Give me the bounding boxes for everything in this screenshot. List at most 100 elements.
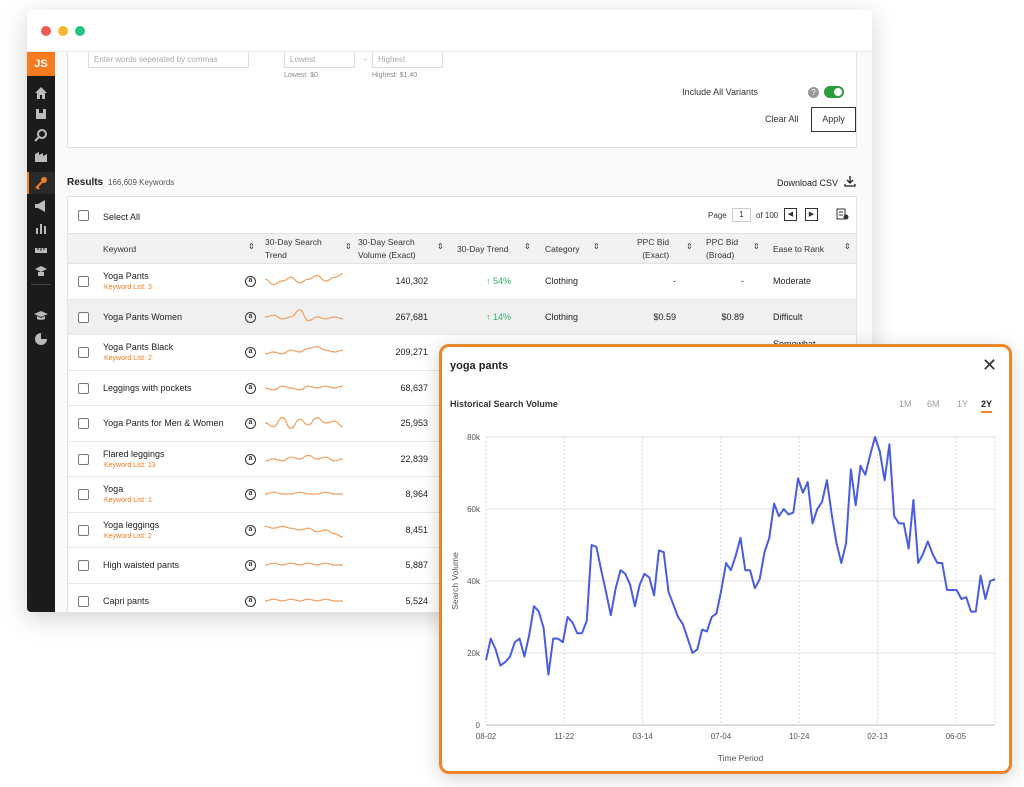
column-settings-icon[interactable] — [836, 208, 849, 221]
col-search-volume-l2: Volume (Exact) — [358, 250, 416, 260]
keyword-history-popup: yoga pants ✕ Historical Search Volume 1M… — [439, 344, 1012, 774]
col-search-trend-l2: Trend — [265, 250, 287, 260]
sort-icon[interactable]: ⇕ — [437, 242, 444, 251]
col-category[interactable]: Category — [545, 244, 580, 254]
keyword-text[interactable]: Yoga Pants for Men & Women — [103, 418, 224, 428]
js-logo[interactable]: JS — [27, 52, 55, 76]
close-icon[interactable]: ✕ — [982, 355, 998, 375]
row-checkbox[interactable] — [78, 595, 89, 607]
sort-icon[interactable]: ⇕ — [593, 242, 600, 251]
bar-chart-icon[interactable] — [33, 220, 49, 236]
sort-icon[interactable]: ⇕ — [753, 242, 760, 251]
amazon-icon[interactable]: a — [245, 276, 256, 287]
academy-icon[interactable] — [33, 263, 49, 279]
amazon-icon[interactable]: a — [245, 418, 256, 429]
col-search-trend[interactable]: 30-Day Search Trend — [265, 236, 322, 262]
select-all-label: Select All — [103, 212, 141, 222]
amazon-icon[interactable]: a — [245, 560, 256, 571]
next-page-button[interactable]: ▶ — [805, 208, 818, 221]
ppc-lowest-input[interactable]: Lowest — [284, 51, 355, 68]
ppc-highest-input[interactable]: Highest — [372, 51, 443, 68]
col-30day-trend[interactable]: 30-Day Trend — [457, 244, 509, 254]
select-all-checkbox[interactable] — [78, 210, 89, 221]
sort-icon[interactable]: ⇕ — [248, 242, 255, 251]
keyword-text[interactable]: Leggings with pockets — [103, 382, 192, 393]
keyword-text[interactable]: Flared leggings — [103, 448, 165, 459]
window-titlebar — [27, 10, 872, 52]
row-checkbox[interactable] — [78, 311, 89, 323]
keyword-text[interactable]: High waisted pants — [103, 560, 180, 570]
amazon-icon[interactable]: a — [245, 595, 256, 607]
col-search-trend-l1: 30-Day Search — [265, 237, 322, 247]
keywords-include-input[interactable]: Enter words seperated by commas — [88, 51, 249, 68]
row-checkbox[interactable] — [78, 453, 89, 465]
row-checkbox[interactable] — [78, 524, 89, 536]
col-keyword[interactable]: Keyword — [103, 244, 137, 254]
megaphone-icon[interactable] — [33, 198, 49, 214]
supplier-icon[interactable] — [33, 148, 49, 164]
page-total-label: of 100 — [756, 211, 779, 220]
keyword-text[interactable]: Capri pants — [103, 595, 150, 606]
amazon-icon[interactable]: a — [245, 453, 256, 465]
keyword-text[interactable]: Yoga Pants Black — [103, 342, 174, 352]
close-window-button[interactable] — [41, 26, 51, 36]
sort-icon[interactable]: ⇕ — [686, 242, 693, 251]
amazon-icon[interactable]: a — [245, 524, 256, 536]
row-checkbox[interactable] — [78, 276, 89, 287]
row-checkbox[interactable] — [78, 560, 89, 571]
search-icon[interactable] — [33, 127, 49, 143]
range-1m-button[interactable]: 1M — [899, 399, 912, 409]
amazon-icon[interactable]: a — [245, 347, 256, 358]
range-1y-button[interactable]: 1Y — [957, 399, 969, 409]
keyword-text[interactable]: Yoga leggings — [103, 519, 160, 530]
amazon-icon[interactable]: a — [245, 311, 256, 323]
table-row[interactable]: Yoga Pants Keyword List: 3 a 140,302 ↑ 54% Cl… — [68, 264, 856, 300]
keyword-list-label[interactable]: Keyword List: 1 — [104, 497, 152, 504]
sort-icon[interactable]: ⇕ — [844, 242, 851, 251]
amazon-icon[interactable]: a — [245, 489, 256, 500]
range-6m-button[interactable]: 6M — [927, 399, 940, 409]
keyword-text[interactable]: Yoga Pants — [103, 271, 149, 281]
maximize-window-button[interactable] — [75, 26, 85, 36]
minimize-window-button[interactable] — [58, 26, 68, 36]
col-ppc-exact-l2: (Exact) — [642, 250, 670, 260]
keyword-list-label[interactable]: Keyword List: 2 — [104, 532, 152, 540]
keyword-list-label[interactable]: Keyword List: 3 — [104, 284, 152, 291]
y-tick-label: 60k — [467, 505, 481, 514]
prev-page-button[interactable]: ◀ — [784, 208, 797, 221]
row-checkbox[interactable] — [78, 418, 89, 429]
apply-button[interactable]: Apply — [811, 107, 856, 132]
key-icon[interactable] — [33, 175, 49, 191]
pie-chart-icon[interactable] — [33, 331, 49, 347]
amazon-icon[interactable]: a — [245, 382, 256, 394]
ruler-icon[interactable] — [33, 242, 49, 258]
graduation-cap-icon[interactable] — [33, 307, 49, 323]
row-checkbox[interactable] — [78, 489, 89, 500]
range-2y-button[interactable]: 2Y — [981, 399, 993, 413]
row-checkbox[interactable] — [78, 382, 89, 394]
page-label: Page — [708, 211, 727, 220]
sort-icon[interactable]: ⇕ — [345, 242, 352, 251]
clear-all-button[interactable]: Clear All — [765, 114, 799, 124]
sort-icon[interactable]: ⇕ — [524, 242, 531, 251]
col-ease-to-rank[interactable]: Ease to Rank — [773, 244, 825, 254]
table-row[interactable]: Yoga Pants Women a 267,681 ↑ 14% Clothing $0.… — [68, 299, 856, 335]
col-ppc-broad[interactable]: PPC Bid (Broad) — [706, 236, 738, 262]
product-database-icon[interactable] — [33, 106, 49, 122]
download-csv-button[interactable]: Download CSV — [777, 178, 839, 188]
y-tick-label: 40k — [467, 577, 481, 586]
row-checkbox[interactable] — [78, 347, 89, 358]
help-icon[interactable]: ? — [808, 87, 819, 98]
keyword-list-label[interactable]: Keyword List: 13 — [104, 461, 156, 469]
col-search-volume[interactable]: 30-Day Search Volume (Exact) — [358, 236, 416, 262]
table-row[interactable]: Capri pants a 5,524 — [68, 584, 856, 613]
chart-title: Historical Search Volume — [450, 399, 558, 409]
keyword-text[interactable]: Yoga — [103, 484, 124, 494]
include-variants-toggle[interactable] — [824, 86, 844, 98]
download-icon[interactable] — [844, 175, 856, 187]
col-ppc-exact[interactable]: PPC Bid (Exact) — [637, 236, 669, 262]
keyword-list-label[interactable]: Keyword List: 2 — [104, 355, 152, 362]
keyword-text[interactable]: Yoga Pants Women — [103, 311, 183, 322]
home-icon[interactable] — [33, 85, 49, 101]
page-number-input[interactable]: 1 — [732, 208, 751, 222]
